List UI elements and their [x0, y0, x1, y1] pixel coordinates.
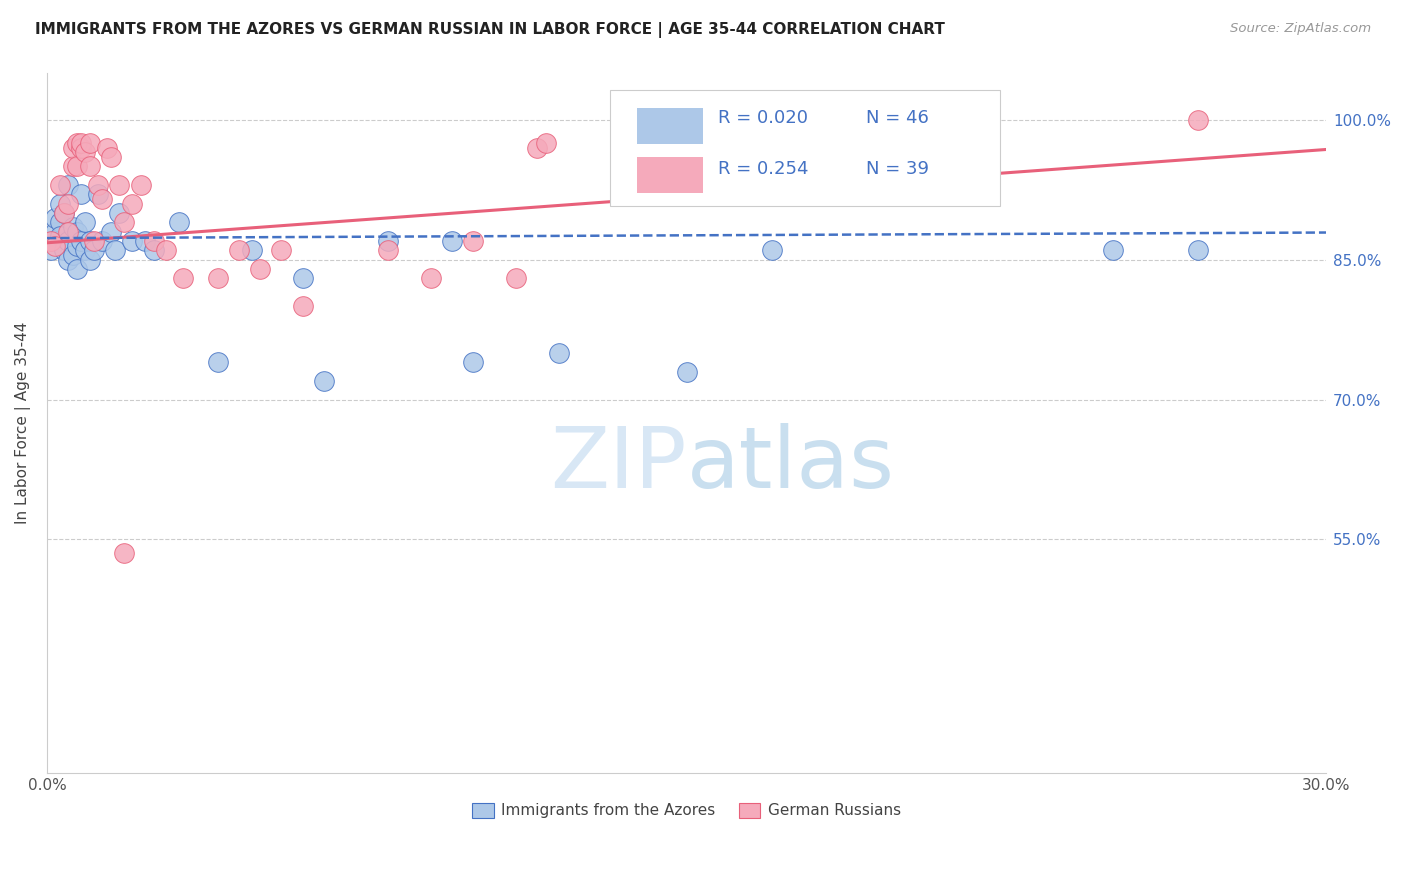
Point	[62, 159, 84, 173]
Point	[83, 234, 105, 248]
FancyBboxPatch shape	[637, 157, 703, 193]
Point	[100, 225, 122, 239]
Point	[62, 248, 84, 262]
Point	[58, 178, 80, 192]
Point	[249, 261, 271, 276]
Point	[49, 215, 72, 229]
Point	[207, 271, 229, 285]
Point	[889, 150, 911, 164]
Legend: Immigrants from the Azores, German Russians: Immigrants from the Azores, German Russi…	[467, 797, 907, 824]
Point	[112, 215, 135, 229]
Point	[44, 238, 66, 252]
Point	[66, 159, 89, 173]
Point	[75, 145, 97, 160]
Point	[70, 140, 93, 154]
Point	[377, 234, 399, 248]
Point	[1187, 112, 1209, 127]
Point	[79, 159, 101, 173]
Text: Source: ZipAtlas.com: Source: ZipAtlas.com	[1230, 22, 1371, 36]
Point	[44, 225, 66, 239]
Point	[108, 206, 131, 220]
Point	[91, 234, 114, 248]
Point	[108, 178, 131, 192]
Point	[534, 136, 557, 150]
Point	[39, 244, 62, 258]
Point	[70, 136, 93, 150]
Point	[1102, 244, 1125, 258]
Point	[70, 234, 93, 248]
Point	[121, 234, 143, 248]
Point	[83, 244, 105, 258]
Point	[75, 215, 97, 229]
Point	[79, 136, 101, 150]
Point	[91, 192, 114, 206]
Point	[440, 234, 463, 248]
Point	[314, 374, 336, 388]
Text: ZIP: ZIP	[550, 424, 686, 507]
Point	[87, 178, 110, 192]
Point	[70, 187, 93, 202]
Point	[62, 219, 84, 234]
Point	[39, 234, 62, 248]
Point	[104, 244, 127, 258]
Point	[53, 206, 76, 220]
Text: R = 0.020: R = 0.020	[718, 110, 808, 128]
Point	[172, 271, 194, 285]
Point	[142, 244, 165, 258]
Point	[49, 229, 72, 244]
Point	[463, 355, 485, 369]
Point	[87, 187, 110, 202]
Point	[526, 140, 548, 154]
Point	[58, 252, 80, 267]
Point	[66, 136, 89, 150]
Point	[79, 252, 101, 267]
Point	[505, 271, 527, 285]
Point	[39, 234, 62, 248]
Text: atlas: atlas	[686, 424, 894, 507]
Point	[1187, 244, 1209, 258]
FancyBboxPatch shape	[610, 90, 1000, 206]
Text: N = 46: N = 46	[866, 110, 928, 128]
Point	[62, 140, 84, 154]
Point	[228, 244, 250, 258]
Point	[377, 244, 399, 258]
Point	[66, 238, 89, 252]
Point	[121, 196, 143, 211]
Point	[75, 244, 97, 258]
Text: IMMIGRANTS FROM THE AZORES VS GERMAN RUSSIAN IN LABOR FORCE | AGE 35-44 CORRELAT: IMMIGRANTS FROM THE AZORES VS GERMAN RUS…	[35, 22, 945, 38]
Point	[419, 271, 441, 285]
Point	[49, 196, 72, 211]
Point	[291, 299, 314, 313]
Point	[270, 244, 292, 258]
Point	[675, 365, 697, 379]
Point	[44, 211, 66, 225]
Point	[58, 234, 80, 248]
Point	[134, 234, 156, 248]
Point	[129, 178, 152, 192]
Point	[96, 140, 118, 154]
Point	[761, 244, 783, 258]
Point	[79, 234, 101, 248]
Point	[547, 346, 569, 360]
Point	[155, 244, 177, 258]
Point	[291, 271, 314, 285]
Point	[142, 234, 165, 248]
Point	[49, 178, 72, 192]
Point	[112, 546, 135, 560]
Point	[58, 196, 80, 211]
Y-axis label: In Labor Force | Age 35-44: In Labor Force | Age 35-44	[15, 322, 31, 524]
Point	[66, 261, 89, 276]
Point	[240, 244, 263, 258]
Point	[167, 215, 190, 229]
Text: N = 39: N = 39	[866, 160, 928, 178]
Point	[100, 150, 122, 164]
Point	[53, 206, 76, 220]
Text: R = 0.254: R = 0.254	[718, 160, 808, 178]
FancyBboxPatch shape	[637, 108, 703, 145]
Point	[207, 355, 229, 369]
Point	[66, 225, 89, 239]
Point	[463, 234, 485, 248]
Point	[58, 225, 80, 239]
Point	[53, 244, 76, 258]
